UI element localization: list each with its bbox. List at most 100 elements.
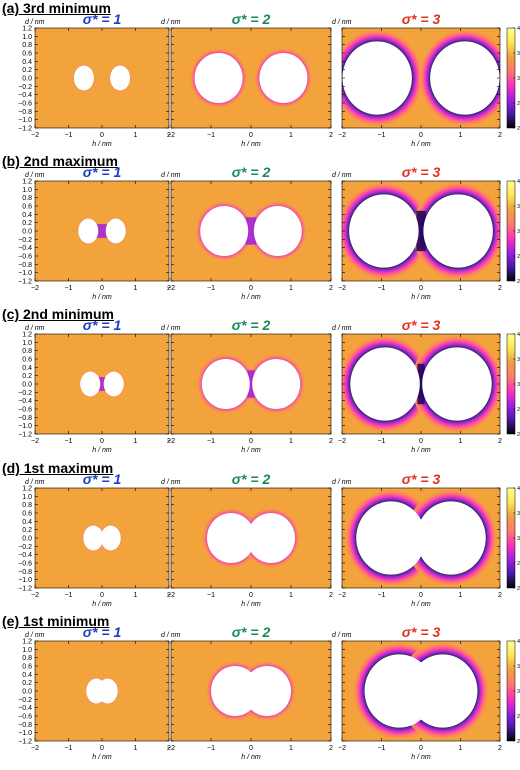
- colorbar-tick-label: 2.4: [517, 279, 520, 285]
- panel-content: [72, 64, 132, 92]
- colorbar-tick-label: 2.4: [517, 739, 520, 745]
- panel-title: σ* = 2: [232, 11, 271, 27]
- colorbar-tick-label: 4.0: [517, 332, 520, 338]
- y-axis-label: d / nm: [161, 325, 181, 332]
- panel-content: [353, 642, 489, 740]
- y-tick-label: −0.4: [18, 92, 32, 99]
- x-axis-label: h / nm: [241, 141, 261, 148]
- panel-title: σ* = 2: [232, 317, 271, 333]
- sphere-exclusion: [342, 41, 412, 115]
- x-tick-label: −2: [338, 285, 346, 292]
- x-tick-label: 1: [459, 592, 463, 599]
- x-tick-label: 0: [419, 132, 423, 139]
- y-tick-label: 0.6: [22, 204, 32, 211]
- y-tick-label: −1.2: [18, 586, 32, 593]
- y-axis-label: d / nm: [161, 19, 181, 26]
- y-tick-label: 1.0: [22, 34, 32, 41]
- y-tick-label: −1.0: [18, 117, 32, 124]
- x-tick-label: −1: [65, 592, 73, 599]
- panel-content: [345, 489, 497, 587]
- y-tick-label: 1.0: [22, 187, 32, 194]
- y-axis-label: d / nm: [332, 325, 352, 332]
- row-title-b: (b) 2nd maximum: [2, 153, 118, 169]
- x-tick-label: 1: [134, 132, 138, 139]
- y-tick-label: 0.2: [22, 220, 32, 227]
- x-tick-label: −2: [31, 745, 39, 752]
- heatmap-panel: −2 −1 0 1 2 h / nm d / nm1.21.00.8 0.60.40.2 0.0…: [18, 317, 171, 454]
- contact-region: [96, 224, 108, 238]
- heatmap-panel: −2 −1 0 1 2 h / nm d / nm σ* = 2: [161, 11, 333, 148]
- panel-content: [195, 201, 307, 261]
- panel-title: σ* = 1: [83, 317, 122, 333]
- y-tick-label: 0.6: [22, 664, 32, 671]
- colorbar-tick-label: 3.2: [517, 689, 520, 695]
- y-tick-label: 0.0: [22, 76, 32, 83]
- x-tick-label: 1: [134, 285, 138, 292]
- x-tick-label: 1: [289, 285, 293, 292]
- sphere-exclusion: [407, 654, 478, 728]
- sphere-exclusion: [73, 65, 94, 91]
- y-tick-label: 0.8: [22, 42, 32, 49]
- x-tick-label: 2: [329, 592, 333, 599]
- x-tick-label: 2: [498, 745, 502, 752]
- y-tick-label: −0.8: [18, 722, 32, 729]
- x-tick-label: −1: [65, 285, 73, 292]
- colorbar-tick-label: 2.4: [517, 586, 520, 592]
- panel-title: σ* = 1: [83, 624, 122, 640]
- y-tick-label: 1.0: [22, 647, 32, 654]
- colorbar-tick-label: 3.6: [517, 204, 520, 210]
- y-tick-label: 0.2: [22, 67, 32, 74]
- colorbar-tick-label: 4.0: [517, 179, 520, 185]
- sphere-exclusion: [253, 206, 302, 256]
- x-tick-label: −1: [65, 132, 73, 139]
- x-tick-label: −2: [338, 438, 346, 445]
- y-tick-label: −1.2: [18, 432, 32, 439]
- colorbar-tick-label: 2.4: [517, 432, 520, 438]
- x-tick-label: 1: [459, 285, 463, 292]
- x-tick-label: −2: [31, 592, 39, 599]
- y-tick-label: −1.0: [18, 577, 32, 584]
- x-tick-label: 1: [134, 438, 138, 445]
- y-axis-label: d / nm: [161, 172, 181, 179]
- heatmap-panel: −2 −1 0 1 2 h / nm d / nm σ* = 2: [161, 317, 333, 454]
- x-tick-label: 2: [329, 745, 333, 752]
- y-tick-label: 1.0: [22, 340, 32, 347]
- y-tick-label: −0.8: [18, 109, 32, 116]
- y-tick-label: 1.2: [22, 639, 32, 646]
- y-tick-label: 0.8: [22, 502, 32, 509]
- colorbar-tick-label: 2.8: [517, 561, 520, 567]
- x-tick-label: −1: [378, 285, 386, 292]
- colorbar-tick-label: 4.0: [517, 639, 520, 645]
- y-tick-label: −1.0: [18, 270, 32, 277]
- x-tick-label: −1: [378, 745, 386, 752]
- sphere-exclusion: [83, 525, 104, 551]
- x-tick-label: 0: [249, 592, 253, 599]
- x-axis-label: h / nm: [241, 601, 261, 608]
- panel-content: [77, 217, 127, 245]
- y-tick-label: 0.4: [22, 59, 32, 66]
- panel-content: [189, 48, 313, 108]
- y-tick-label: 0.0: [22, 689, 32, 696]
- y-tick-label: −0.4: [18, 552, 32, 559]
- x-tick-label: 0: [100, 592, 104, 599]
- x-tick-label: 0: [249, 285, 253, 292]
- y-tick-label: 0.6: [22, 51, 32, 58]
- x-tick-label: 2: [167, 285, 171, 292]
- y-tick-label: −0.2: [18, 390, 32, 397]
- y-axis-label: d / nm: [25, 632, 45, 639]
- sphere-exclusion: [110, 65, 131, 91]
- panel-title: σ* = 1: [83, 164, 122, 180]
- y-tick-label: −1.2: [18, 739, 32, 746]
- x-tick-label: −2: [167, 438, 175, 445]
- y-tick-label: 0.4: [22, 519, 32, 526]
- y-axis-label: d / nm: [332, 632, 352, 639]
- x-tick-label: −1: [207, 132, 215, 139]
- x-tick-label: 1: [289, 438, 293, 445]
- x-tick-label: 0: [419, 285, 423, 292]
- y-tick-label: −0.6: [18, 714, 32, 721]
- x-tick-label: −2: [31, 132, 39, 139]
- sphere-exclusion: [105, 218, 126, 244]
- panel-content: [85, 677, 119, 705]
- x-tick-label: −2: [338, 592, 346, 599]
- row-title-d: (d) 1st maximum: [2, 460, 114, 476]
